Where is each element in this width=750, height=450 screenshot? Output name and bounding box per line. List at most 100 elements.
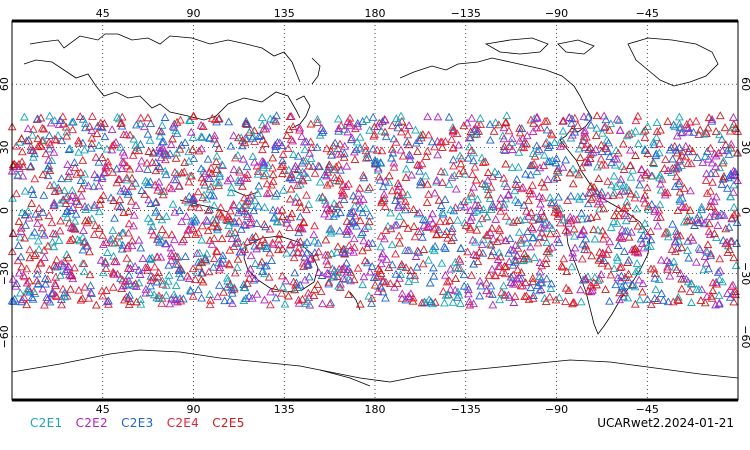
- observation-triangle: [667, 244, 677, 253]
- observation-triangle: [689, 127, 698, 136]
- observation-triangle: [663, 116, 673, 125]
- observation-triangle: [706, 291, 716, 300]
- observation-triangle: [355, 183, 365, 192]
- observation-triangle: [549, 174, 559, 183]
- observation-triangle: [11, 281, 21, 290]
- observation-triangle: [13, 256, 23, 265]
- observation-triangle: [35, 140, 45, 149]
- observation-triangle: [241, 200, 251, 209]
- observation-triangle: [364, 291, 374, 300]
- observation-triangle: [623, 275, 633, 284]
- observation-triangle: [683, 211, 693, 220]
- observation-triangle: [428, 218, 438, 227]
- observation-triangle: [260, 261, 270, 270]
- observation-triangle: [717, 134, 727, 143]
- observation-triangle: [157, 225, 167, 233]
- observation-triangle: [512, 216, 522, 225]
- observation-triangle: [475, 276, 485, 285]
- observation-triangle: [205, 133, 215, 142]
- observation-triangle: [293, 247, 303, 256]
- observation-triangle: [151, 198, 160, 207]
- observation-triangle: [499, 142, 509, 151]
- lon-tick-top: −90: [545, 7, 568, 20]
- observation-triangle: [195, 248, 204, 257]
- observation-triangle: [576, 285, 585, 294]
- observation-triangle: [196, 132, 206, 141]
- observation-triangle: [170, 292, 180, 301]
- observation-triangle: [143, 213, 153, 222]
- observation-triangle: [428, 209, 437, 218]
- observation-triangle: [343, 127, 352, 136]
- observation-triangle: [604, 138, 613, 147]
- observation-triangle: [353, 121, 363, 130]
- observation-triangle: [94, 223, 104, 232]
- observation-triangle: [272, 189, 282, 198]
- observation-triangle: [216, 203, 226, 212]
- observation-triangle: [184, 274, 194, 283]
- observation-triangle: [186, 127, 196, 136]
- observation-triangle: [714, 211, 724, 219]
- observation-triangle: [521, 169, 530, 178]
- observation-triangle: [535, 232, 545, 241]
- observation-triangle: [559, 139, 569, 148]
- observation-triangle: [381, 293, 390, 302]
- observation-triangle: [596, 140, 606, 149]
- observation-triangle: [359, 173, 369, 182]
- observation-triangle: [506, 278, 516, 286]
- observation-triangle: [454, 290, 464, 299]
- observation-triangle: [84, 215, 93, 224]
- observation-triangle: [404, 121, 414, 129]
- observation-triangle: [373, 165, 383, 174]
- observation-triangle: [267, 256, 277, 265]
- observation-triangle: [91, 152, 101, 161]
- observation-triangle: [239, 296, 249, 304]
- observation-triangle: [587, 251, 597, 260]
- observation-triangle: [609, 171, 619, 180]
- observation-triangle: [714, 291, 724, 299]
- observation-triangle: [339, 124, 349, 133]
- observation-triangle: [442, 277, 452, 286]
- observation-triangle: [688, 235, 698, 244]
- observation-triangle: [268, 205, 278, 214]
- observation-triangle: [698, 158, 708, 166]
- observation-triangle: [188, 291, 198, 300]
- observation-triangle: [519, 138, 529, 147]
- observation-triangle: [579, 112, 589, 121]
- observation-triangle: [600, 122, 610, 131]
- observation-triangle: [515, 128, 525, 137]
- observation-triangle: [423, 179, 432, 188]
- observation-triangle: [22, 286, 32, 295]
- observation-triangle: [696, 296, 706, 304]
- observation-triangle: [577, 163, 587, 172]
- observation-triangle: [315, 130, 325, 139]
- observation-triangle: [494, 120, 504, 129]
- observation-triangle: [575, 194, 584, 203]
- observation-triangle: [451, 184, 461, 193]
- observation-triangle: [468, 235, 478, 244]
- observation-triangle: [396, 194, 405, 203]
- observation-triangle: [250, 259, 260, 267]
- observation-triangle: [252, 219, 262, 227]
- observation-triangle: [97, 123, 107, 132]
- observation-triangle: [237, 141, 247, 150]
- observation-triangle: [650, 206, 659, 215]
- observation-triangle: [463, 195, 473, 204]
- observation-triangle: [513, 198, 523, 207]
- observation-triangle: [377, 196, 387, 205]
- observation-triangle: [109, 140, 119, 148]
- observation-triangle: [285, 223, 294, 232]
- observation-triangle: [153, 272, 163, 281]
- observation-triangle: [486, 182, 496, 191]
- observation-triangle: [413, 227, 423, 235]
- observation-triangle: [496, 232, 505, 241]
- observation-triangle: [410, 271, 420, 280]
- observation-triangle: [355, 143, 365, 152]
- observation-triangle: [235, 167, 245, 176]
- observation-triangle: [286, 239, 296, 248]
- observation-triangle: [188, 195, 198, 204]
- observation-triangle: [526, 170, 536, 179]
- observation-triangle: [646, 235, 656, 244]
- observation-triangle: [711, 300, 720, 309]
- observation-triangle: [85, 122, 95, 130]
- observation-triangle: [623, 293, 633, 302]
